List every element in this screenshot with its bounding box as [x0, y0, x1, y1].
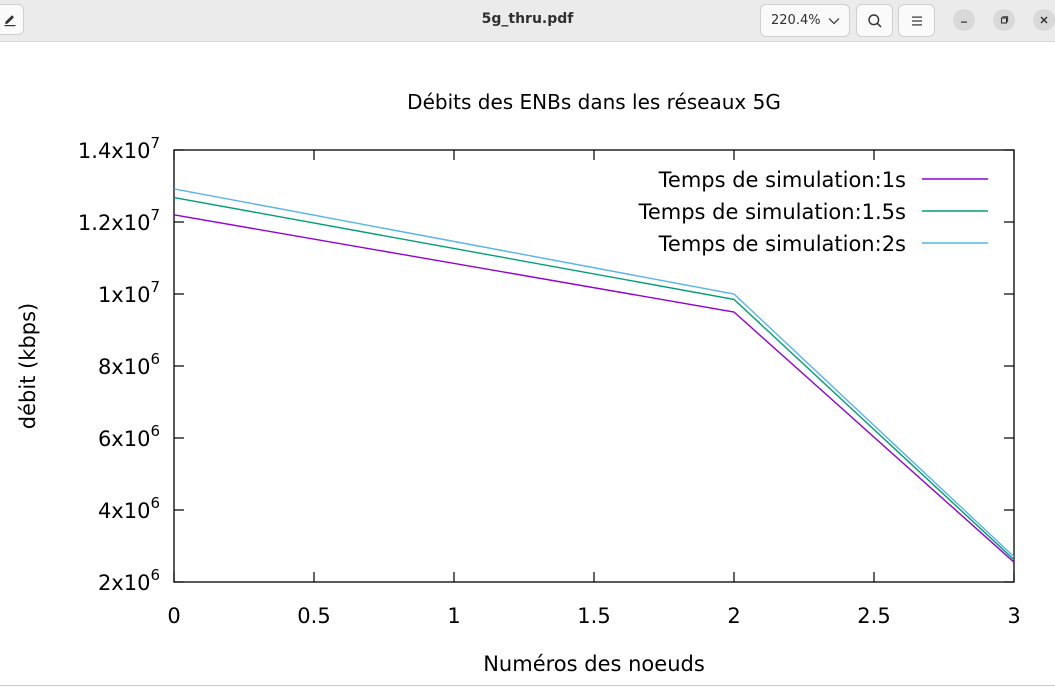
- hamburger-menu-icon: [911, 16, 922, 25]
- y-tick-mantissa: 1x10: [98, 283, 151, 307]
- chevron-down-icon: [828, 17, 840, 24]
- y-tick-mantissa: 4x10: [98, 499, 151, 523]
- line-chart: Débits des ENBs dans les réseaux 5G 0 0.5…: [16, 90, 1021, 676]
- y-tick-exponent: 7: [150, 134, 160, 152]
- y-tick-exponent: 6: [150, 494, 160, 512]
- y-tick-mantissa: 8x10: [98, 355, 151, 379]
- plot-frame: [173, 149, 1015, 583]
- y-tick-label: 1x107: [98, 278, 160, 307]
- y-tick-label: 8x106: [98, 350, 160, 379]
- close-button[interactable]: [1033, 9, 1055, 31]
- y-tick-exponent: 6: [150, 350, 160, 368]
- x-tick-label: 0.5: [297, 604, 330, 628]
- series-line: [173, 188, 1015, 558]
- y-tick-exponent: 7: [150, 278, 160, 296]
- x-tick-label: 1.5: [577, 604, 610, 628]
- x-axis-label: Numéros des noeuds: [483, 652, 705, 676]
- x-tick-label: 0: [167, 604, 180, 628]
- search-icon: [867, 13, 882, 28]
- series-line: [173, 196, 1015, 561]
- y-tick-label: 4x106: [98, 494, 160, 523]
- edit-icon: [4, 14, 16, 26]
- annotate-button[interactable]: [0, 4, 24, 35]
- y-tick-mantissa: 1.2x10: [78, 211, 151, 235]
- y-tick-label: 6x106: [98, 422, 160, 451]
- bottom-border: [0, 685, 1055, 686]
- y-tick-exponent: 6: [150, 566, 160, 584]
- y-tick-exponent: 6: [150, 422, 160, 440]
- legend-label: Temps de simulation:1s: [658, 168, 906, 192]
- y-tick-label: 2x106: [98, 566, 160, 595]
- x-tick-label: 3: [1007, 604, 1020, 628]
- y-tick-mantissa: 1.4x10: [78, 139, 151, 163]
- y-tick-label: 1.4x107: [78, 134, 160, 163]
- close-icon: [1040, 16, 1048, 24]
- zoom-level: 220.4%: [771, 13, 821, 28]
- legend-label: Temps de simulation:2s: [658, 232, 906, 256]
- x-tick-label: 2.5: [857, 604, 890, 628]
- minimize-icon: [961, 21, 967, 23]
- y-axis-label: débit (kbps): [16, 303, 40, 429]
- y-tick-exponent: 7: [150, 206, 160, 224]
- y-tick-mantissa: 2x10: [98, 571, 151, 595]
- minimize-button[interactable]: [953, 9, 975, 31]
- y-tick-label: 1.2x107: [78, 206, 160, 235]
- main-menu-button[interactable]: [898, 4, 935, 37]
- maximize-button[interactable]: [993, 9, 1015, 31]
- series-line: [173, 214, 1015, 563]
- title-bar: 5g_thru.pdf 220.4%: [0, 0, 1055, 42]
- chart-title: Débits des ENBs dans les réseaux 5G: [407, 90, 781, 114]
- legend-label: Temps de simulation:1.5s: [638, 200, 906, 224]
- search-button[interactable]: [856, 4, 893, 37]
- zoom-dropdown[interactable]: 220.4%: [760, 4, 850, 37]
- maximize-icon: [1000, 16, 1009, 24]
- x-tick-label: 1: [447, 604, 460, 628]
- y-tick-mantissa: 6x10: [98, 427, 151, 451]
- x-tick-label: 2: [727, 604, 740, 628]
- window-title: 5g_thru.pdf: [481, 11, 574, 27]
